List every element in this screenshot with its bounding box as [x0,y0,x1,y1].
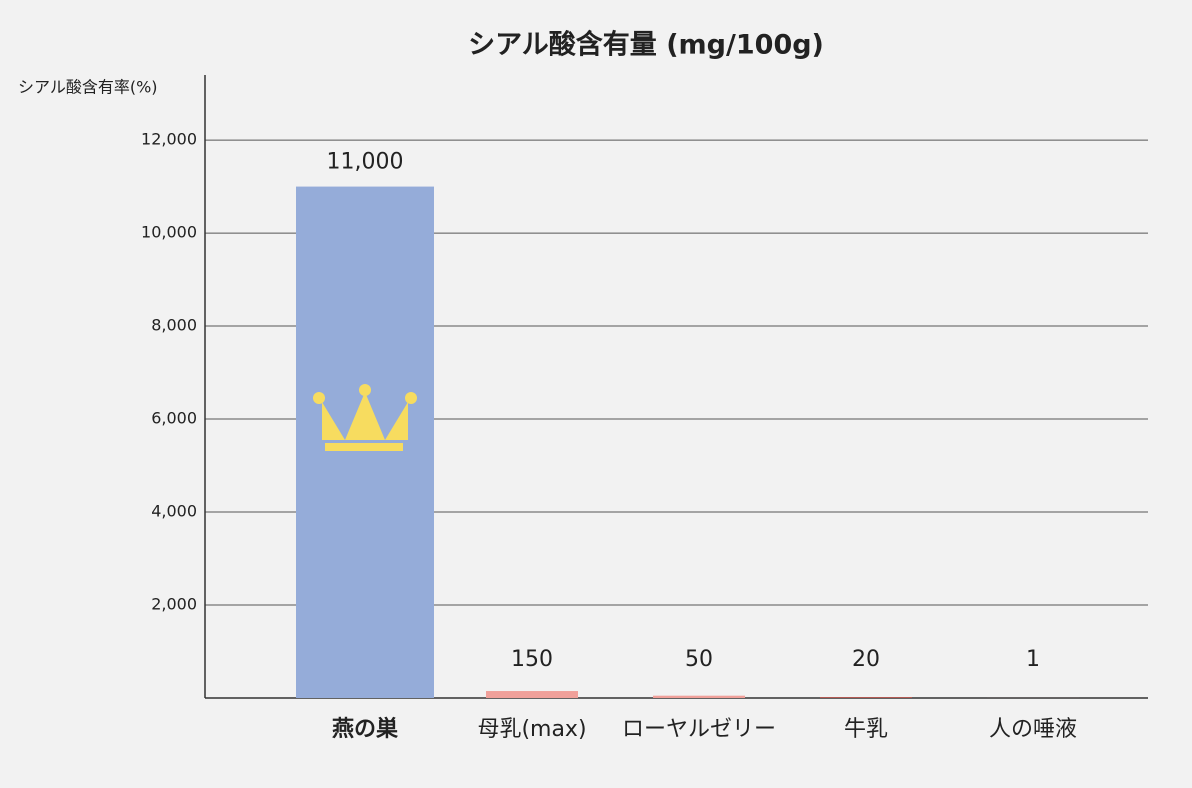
bars: 燕の巣 11,000 母乳(max) 150 ローヤルゼリー 50 牛乳 20 人の唾液 1 [296,150,1079,742]
y-tick-label: 2,000 [151,595,197,614]
y-tick-label: 8,000 [151,316,197,335]
x-tick-label: ローヤルゼリー [622,717,776,742]
y-tick-label: 12,000 [141,130,197,149]
y-axis-label: シアル酸含有率(%) [18,78,158,97]
x-tick-label: 人の唾液 [989,717,1077,742]
y-tick-label: 4,000 [151,502,197,521]
value-label: 150 [511,647,553,672]
value-label: 1 [1026,647,1040,672]
x-tick-label: 燕の巣 [332,716,399,742]
bar [296,186,434,698]
bar [653,695,745,698]
y-tick-label: 10,000 [141,223,197,242]
x-tick-label: 母乳(max) [477,717,586,742]
bar [820,697,912,698]
crown-icon [313,384,417,451]
chart-title: シアル酸含有量 (mg/100g) [468,29,824,61]
bar [486,691,578,698]
x-tick-label: 牛乳 [844,717,888,742]
value-label: 20 [852,647,880,672]
y-tick-label: 6,000 [151,409,197,428]
value-label: 11,000 [327,150,404,175]
value-label: 50 [685,647,713,672]
